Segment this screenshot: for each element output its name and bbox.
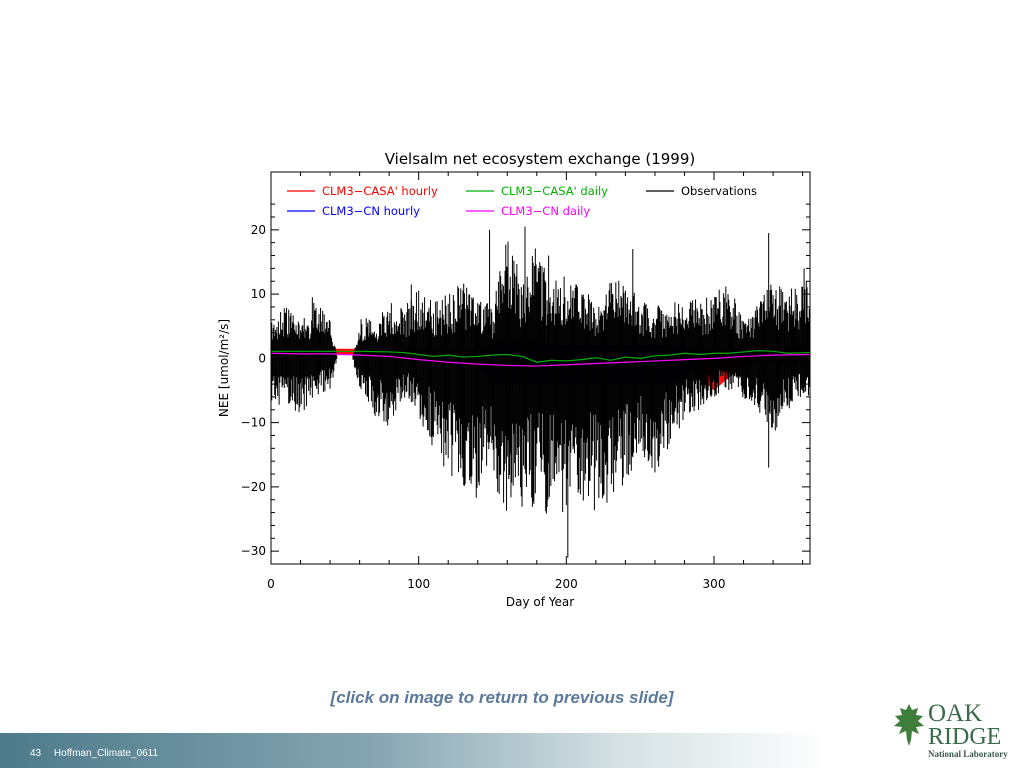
y-tick-label: −30 <box>241 544 266 558</box>
chart-legend: CLM3−CASA' hourly CLM3−CASA' daily Observa… <box>287 184 757 218</box>
return-to-previous-slide-link[interactable]: [click on image to return to previous sl… <box>330 688 674 707</box>
legend-observations-label: Observations <box>681 184 757 198</box>
logo-lab-text: National Laboratory <box>928 749 1008 759</box>
y-tick-label: 20 <box>251 223 266 237</box>
series-casa-daily <box>271 350 811 363</box>
x-tick-label: 200 <box>555 577 578 591</box>
y-tick-label: 0 <box>258 351 266 365</box>
footer-label: Hoffman_Climate_0611 <box>53 748 159 759</box>
x-tick-label: 300 <box>703 577 726 591</box>
series-observations <box>270 241 811 514</box>
footer-bar <box>0 733 830 768</box>
legend-cn-daily-label: CLM3−CN daily <box>501 204 590 218</box>
y-axis-label: NEE [umol/m²/s] <box>217 319 231 417</box>
oak-ridge-logo: OAK RIDGE National Laboratory <box>892 700 1012 762</box>
plot-area <box>270 226 811 558</box>
axes: 0 100 200 300 −30 −20 −10 0 10 20 <box>241 171 811 591</box>
slide-number: 43 <box>30 748 42 759</box>
y-tick-label: −10 <box>241 416 266 430</box>
plot-frame <box>270 171 811 565</box>
y-tick-label: 10 <box>251 287 266 301</box>
y-tick-label: −20 <box>241 480 266 494</box>
legend-casa-hourly-label: CLM3−CASA' hourly <box>322 184 438 198</box>
legend-casa-daily-label: CLM3−CASA' daily <box>501 184 608 198</box>
series-cn-daily <box>270 352 811 367</box>
x-axis-label: Day of Year <box>506 595 574 609</box>
oak-leaf-icon <box>894 704 924 746</box>
footer: 43 Hoffman_Climate_0611 <box>30 748 168 759</box>
logo-oak-text: OAK <box>928 700 983 727</box>
x-tick-label: 100 <box>407 577 430 591</box>
legend-cn-hourly-label: CLM3−CN hourly <box>322 204 420 218</box>
chart-title: Vielsalm net ecosystem exchange (1999) <box>385 150 696 168</box>
logo-ridge-text: RIDGE <box>928 724 1002 750</box>
x-tick-label: 0 <box>267 577 275 591</box>
